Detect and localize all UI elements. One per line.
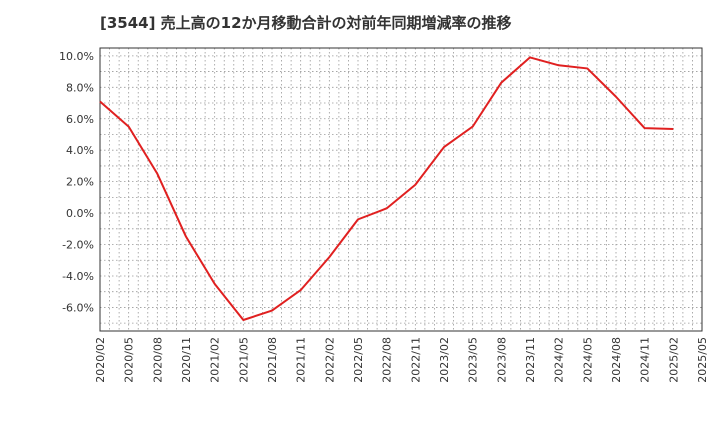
x-tick-label: 2023/05 <box>467 337 480 383</box>
x-tick-label: 2023/11 <box>524 337 537 383</box>
x-tick-label: 2024/08 <box>610 337 623 383</box>
x-tick-label: 2023/08 <box>495 337 508 383</box>
x-tick-label: 2021/02 <box>209 337 222 383</box>
x-tick-label: 2023/02 <box>438 337 451 383</box>
x-tick-label: 2025/05 <box>696 337 709 383</box>
x-tick-label: 2024/02 <box>553 337 566 383</box>
y-tick-label: -6.0% <box>62 301 94 314</box>
x-tick-label: 2024/11 <box>639 337 652 383</box>
x-tick-label: 2020/11 <box>180 337 193 383</box>
plot-area <box>99 47 703 332</box>
plot-border <box>99 47 703 332</box>
y-tick-label: 2.0% <box>66 176 94 189</box>
x-tick-label: 2022/02 <box>323 337 336 383</box>
y-tick-label: 8.0% <box>66 81 94 94</box>
y-tick-label: -2.0% <box>62 239 94 252</box>
y-tick-label: 10.0% <box>59 50 94 63</box>
x-tick-label: 2022/08 <box>381 337 394 383</box>
x-tick-label: 2020/02 <box>94 337 107 383</box>
chart-title: [3544] 売上高の12か月移動合計の対前年同期増減率の推移 <box>100 14 512 32</box>
x-tick-label: 2025/02 <box>667 337 680 383</box>
x-tick-label: 2021/11 <box>295 337 308 383</box>
y-tick-label: 4.0% <box>66 144 94 157</box>
x-tick-label: 2020/08 <box>151 337 164 383</box>
x-tick-label: 2022/11 <box>409 337 422 383</box>
x-tick-label: 2021/05 <box>237 337 250 383</box>
y-tick-label: 6.0% <box>66 113 94 126</box>
x-tick-label: 2024/05 <box>581 337 594 383</box>
x-tick-label: 2020/05 <box>123 337 136 383</box>
y-tick-label: 0.0% <box>66 207 94 220</box>
x-tick-label: 2021/08 <box>266 337 279 383</box>
y-tick-label: -4.0% <box>62 270 94 283</box>
x-tick-label: 2022/05 <box>352 337 365 383</box>
